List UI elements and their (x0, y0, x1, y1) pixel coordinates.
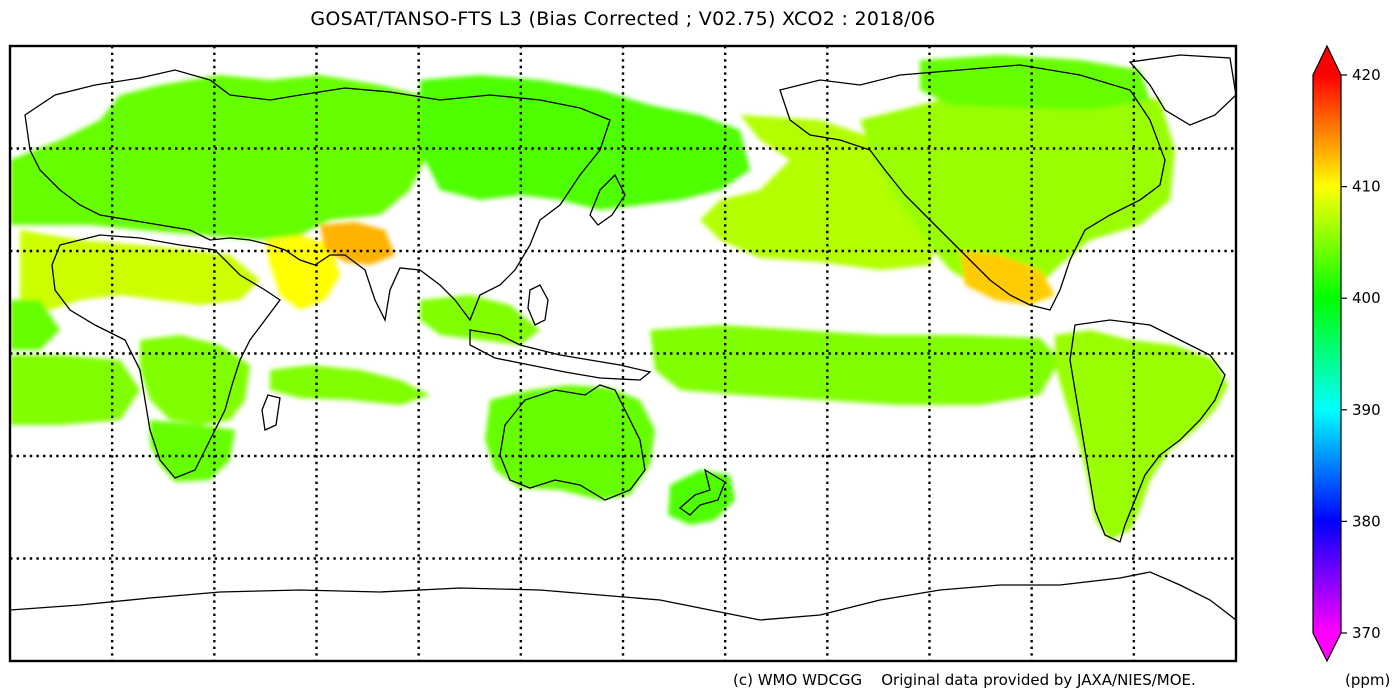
colorbar-tick-label: 420 (1352, 66, 1381, 84)
colorbar-gradient (1313, 75, 1341, 633)
greenland-coast (1128, 54, 1236, 126)
australia-coast (499, 384, 646, 501)
colorbar-tick-label: 390 (1352, 401, 1381, 419)
xco2-region-south-america (1055, 330, 1228, 540)
xco2-region-sahara (20, 230, 260, 310)
map-frame (8, 44, 1238, 663)
credit-copyright: (c) WMO WDCGG (733, 671, 863, 689)
colorbar-tick-label: 410 (1352, 178, 1381, 196)
madagascar-coast (261, 394, 281, 431)
coastlines (10, 54, 1236, 621)
africa-coast (51, 234, 281, 479)
xco2-region-north-america (860, 90, 1175, 295)
philippines-coast (527, 284, 549, 326)
xco2-region-tropical-oceans (420, 295, 540, 345)
xco2-region-arabian-peninsula (265, 235, 340, 310)
colorbar-tick-label: 400 (1352, 289, 1381, 307)
colorbar-extend-max (1313, 46, 1341, 75)
xco2-region-australia (485, 385, 655, 500)
eurasia-coast (24, 69, 611, 323)
north-america-coast (779, 64, 1166, 311)
xco2-region-europe-russia (10, 75, 430, 240)
colorbar-extend-min (1313, 633, 1341, 661)
colorbar-tick-label: 370 (1352, 624, 1381, 642)
new-zealand-coast (678, 468, 726, 516)
colorbar-ticks: 420 410 400 390 380 370 (1341, 66, 1381, 642)
credit-source: Original data provided by JAXA/NIES/MOE. (881, 671, 1196, 689)
colorbar-tick-label: 380 (1352, 512, 1381, 530)
xco2-region-tropical-oceans (10, 355, 140, 425)
map-title: GOSAT/TANSO-FTS L3 (Bias Corrected ; V02… (310, 8, 936, 30)
colorbar: 420 410 400 390 380 370 (1312, 44, 1381, 663)
southeast-asia-islands (469, 329, 652, 381)
xco2-region-pakistan-northern-india (320, 222, 395, 265)
xco2-region-southern-oceans (10, 300, 60, 350)
xco2-region-tropical-oceans (650, 325, 1060, 405)
xco2-region-tropical-oceans (270, 365, 430, 405)
xco2-region-siberia (420, 75, 750, 210)
japan-coast (589, 173, 626, 226)
south-america-coast (1069, 319, 1226, 543)
xco2-region-central-africa (140, 335, 250, 425)
colorbar-unit: (ppm) (1345, 671, 1391, 689)
data-credit: (c) WMO WDCGG Original data provided by … (733, 671, 1196, 689)
